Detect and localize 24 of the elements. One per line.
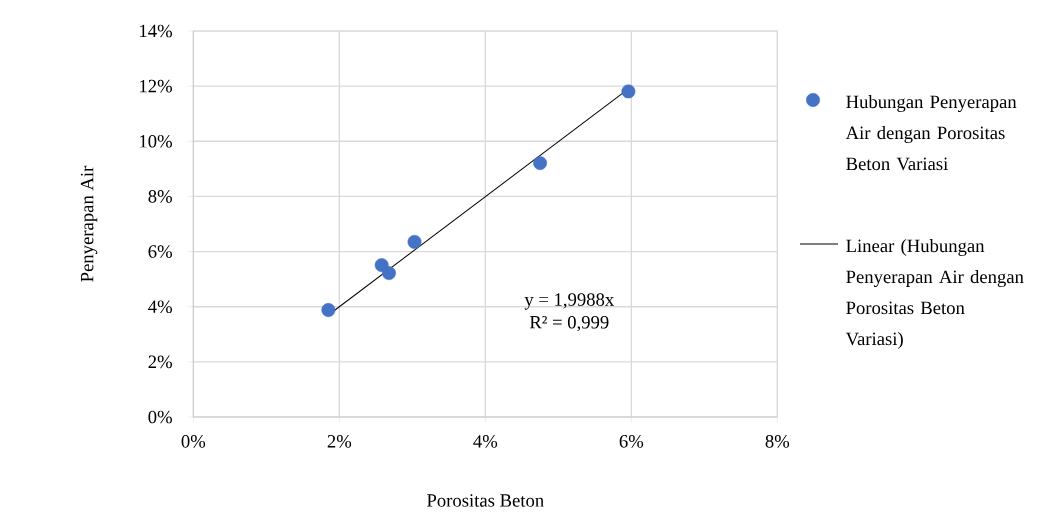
annotation: y = 1,9988x	[524, 293, 614, 310]
x-tick-label: 4%	[473, 435, 498, 448]
y-tick-label: 10%	[140, 134, 172, 148]
point	[407, 234, 422, 249]
legend-label: Hubungan Penyerapan Air dengan Porositas Beton Variasi	[845, 95, 1017, 171]
point	[321, 303, 336, 317]
y-tick-label: 14%	[140, 24, 172, 38]
y-tick-label: 12%	[140, 79, 172, 93]
y-axis-title: Penyerapan Air	[80, 165, 98, 282]
y-tick-label: 4%	[148, 300, 172, 314]
x-tick-label: 2%	[327, 435, 352, 448]
y-tick-label: 0%	[148, 410, 172, 424]
legend-label: Linear (Hubungan Penyerapan Air dengan Porositas Beton Variasi)	[845, 239, 1024, 349]
x-tick-label: 0%	[181, 435, 206, 448]
point	[621, 84, 636, 99]
y-tick-label: 8%	[148, 190, 172, 203]
x-tick-label: 6%	[619, 435, 644, 448]
x-axis-title: Porositas Beton	[427, 494, 544, 507]
point	[533, 156, 548, 170]
y-tick-label: 6%	[148, 245, 172, 258]
y-tick-label: 2%	[148, 355, 172, 369]
point	[382, 266, 396, 281]
annotation: R² = 0,999	[529, 315, 609, 332]
x-tick-label: 8%	[765, 435, 790, 448]
